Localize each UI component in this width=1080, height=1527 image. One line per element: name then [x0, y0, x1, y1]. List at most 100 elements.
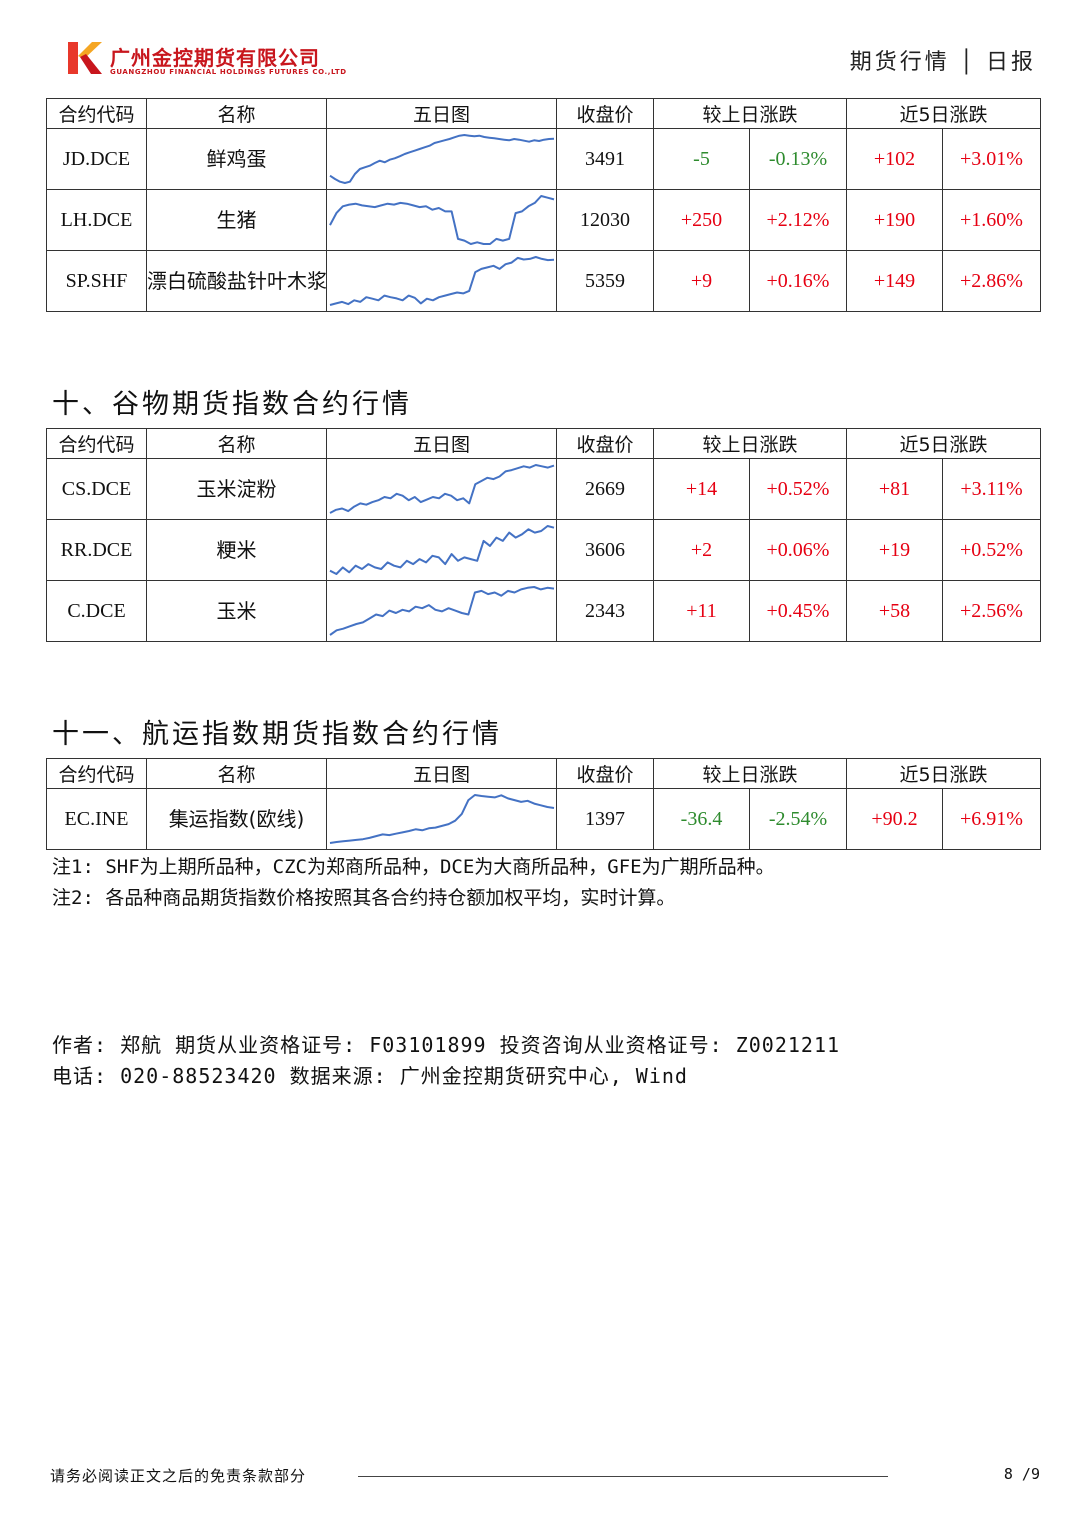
sparkline-chart	[329, 134, 555, 184]
five-day-change-pct: +3.01%	[942, 128, 1042, 190]
daily-change-pct: +0.16%	[748, 250, 848, 312]
header-close: 收盘价	[556, 98, 654, 129]
daily-change: +14	[653, 458, 750, 520]
contract-code: CS.DCE	[46, 458, 147, 520]
close-price: 2343	[556, 580, 654, 642]
header-close: 收盘价	[556, 758, 654, 789]
quote-table-soft-commodities: 合约代码 名称 五日图 收盘价 较上日涨跌 近5日涨跌 JD.DCE 鲜鸡蛋 349…	[46, 98, 1042, 312]
table-row: JD.DCE 鲜鸡蛋 3491 -5 -0.13% +102 +3.01%	[46, 128, 1042, 190]
daily-change-pct: +0.52%	[748, 458, 848, 520]
table-row: RR.DCE 粳米 3606 +2 +0.06% +19 +0.52%	[46, 519, 1042, 581]
k-logo-icon	[68, 42, 102, 74]
sparkline-chart	[329, 586, 555, 636]
header-name: 名称	[146, 758, 327, 789]
table-header-row: 合约代码 名称 五日图 收盘价 较上日涨跌 近5日涨跌	[46, 758, 1042, 789]
contract-name: 生猪	[146, 189, 327, 251]
daily-change-pct: -2.54%	[748, 788, 848, 850]
page-number: 8 /9	[1003, 1465, 1040, 1483]
five-day-change-pct: +3.11%	[942, 458, 1042, 520]
five-day-chart	[326, 519, 557, 581]
quote-table-grains: 合约代码 名称 五日图 收盘价 较上日涨跌 近5日涨跌 CS.DCE 玉米淀粉 26…	[46, 428, 1042, 642]
contract-code: JD.DCE	[46, 128, 147, 190]
author-info: 作者: 郑航 期货从业资格证号: F03101899 投资咨询从业资格证号: Z…	[52, 1030, 840, 1092]
header-chart: 五日图	[326, 98, 557, 129]
disclaimer-text: 请务必阅读正文之后的免责条款部分	[50, 1467, 307, 1485]
table-row: C.DCE 玉米 2343 +11 +0.45% +58 +2.56%	[46, 580, 1042, 642]
five-day-change: +58	[846, 580, 944, 642]
note-2: 注2: 各品种商品期货指数价格按照其各合约持仓额加权平均，实时计算。	[52, 887, 676, 909]
daily-change: +2	[653, 519, 750, 581]
sparkline-series	[329, 525, 555, 575]
daily-change: +11	[653, 580, 750, 642]
sparkline-series	[329, 134, 555, 184]
contract-code: EC.INE	[46, 788, 147, 850]
five-day-change-pct: +2.86%	[942, 250, 1042, 312]
table-row: CS.DCE 玉米淀粉 2669 +14 +0.52% +81 +3.11%	[46, 458, 1042, 520]
header-daily-change: 较上日涨跌	[652, 758, 848, 789]
section-title-grains: 十、谷物期货指数合约行情	[52, 389, 412, 420]
table-row: LH.DCE 生猪 12030 +250 +2.12% +190 +1.60%	[46, 189, 1042, 251]
daily-change-pct: +0.45%	[748, 580, 848, 642]
five-day-chart	[326, 250, 557, 312]
contract-name: 玉米	[146, 580, 327, 642]
header-five-day-change: 近5日涨跌	[846, 98, 1042, 129]
table-header-row: 合约代码 名称 五日图 收盘价 较上日涨跌 近5日涨跌	[46, 98, 1042, 129]
header-code: 合约代码	[46, 98, 147, 129]
sparkline-series	[329, 256, 555, 306]
five-day-change: +102	[846, 128, 944, 190]
five-day-chart	[326, 128, 557, 190]
contract-name: 玉米淀粉	[146, 458, 327, 520]
header-code: 合约代码	[46, 428, 147, 459]
daily-change: -36.4	[653, 788, 750, 850]
header-chart: 五日图	[326, 428, 557, 459]
five-day-chart	[326, 788, 557, 850]
close-price: 5359	[556, 250, 654, 312]
contract-code: LH.DCE	[46, 189, 147, 251]
company-name-cn: 广州金控期货有限公司	[110, 46, 320, 70]
header-name: 名称	[146, 428, 327, 459]
header-five-day-change: 近5日涨跌	[846, 758, 1042, 789]
five-day-chart	[326, 189, 557, 251]
five-day-change: +190	[846, 189, 944, 251]
table-row: SP.SHF 漂白硫酸盐针叶木浆 5359 +9 +0.16% +149 +2.86%	[46, 250, 1042, 312]
header-daily-change: 较上日涨跌	[652, 428, 848, 459]
sparkline-series	[329, 195, 555, 245]
five-day-chart	[326, 458, 557, 520]
author-line-2: 电话: 020-88523420 数据来源: 广州金控期货研究中心, Wind	[52, 1064, 688, 1088]
daily-change: +9	[653, 250, 750, 312]
five-day-change-pct: +1.60%	[942, 189, 1042, 251]
sparkline-series	[329, 464, 555, 514]
five-day-change: +81	[846, 458, 944, 520]
footer-divider	[358, 1476, 888, 1477]
daily-change-pct: -0.13%	[748, 128, 848, 190]
close-price: 12030	[556, 189, 654, 251]
header-name: 名称	[146, 98, 327, 129]
five-day-change: +90.2	[846, 788, 944, 850]
quote-table-shipping: 合约代码 名称 五日图 收盘价 较上日涨跌 近5日涨跌 EC.INE 集运指数(欧…	[46, 758, 1042, 850]
sparkline-chart	[329, 525, 555, 575]
daily-change-pct: +0.06%	[748, 519, 848, 581]
header-daily-change: 较上日涨跌	[652, 98, 848, 129]
company-logo: 广州金控期货有限公司 GUANGZHOU FINANCIAL HOLDINGS …	[66, 40, 366, 80]
table-header-row: 合约代码 名称 五日图 收盘价 较上日涨跌 近5日涨跌	[46, 428, 1042, 459]
notes: 注1: SHF为上期所品种，CZC为郑商所品种，DCE为大商所品种，GFE为广期…	[52, 852, 775, 914]
close-price: 3491	[556, 128, 654, 190]
contract-code: RR.DCE	[46, 519, 147, 581]
sparkline-chart	[329, 794, 555, 844]
contract-code: C.DCE	[46, 580, 147, 642]
five-day-chart	[326, 580, 557, 642]
header-chart: 五日图	[326, 758, 557, 789]
close-price: 3606	[556, 519, 654, 581]
five-day-change-pct: +2.56%	[942, 580, 1042, 642]
author-line-1: 作者: 郑航 期货从业资格证号: F03101899 投资咨询从业资格证号: Z…	[52, 1033, 841, 1057]
page-header: 广州金控期货有限公司 GUANGZHOU FINANCIAL HOLDINGS …	[46, 36, 1040, 86]
table-row: EC.INE 集运指数(欧线) 1397 -36.4 -2.54% +90.2 +6.91%	[46, 788, 1042, 850]
close-price: 1397	[556, 788, 654, 850]
report-type: 期货行情 │ 日报	[849, 50, 1036, 75]
close-price: 2669	[556, 458, 654, 520]
sparkline-chart	[329, 195, 555, 245]
five-day-change-pct: +0.52%	[942, 519, 1042, 581]
five-day-change: +149	[846, 250, 944, 312]
contract-name: 粳米	[146, 519, 327, 581]
five-day-change: +19	[846, 519, 944, 581]
